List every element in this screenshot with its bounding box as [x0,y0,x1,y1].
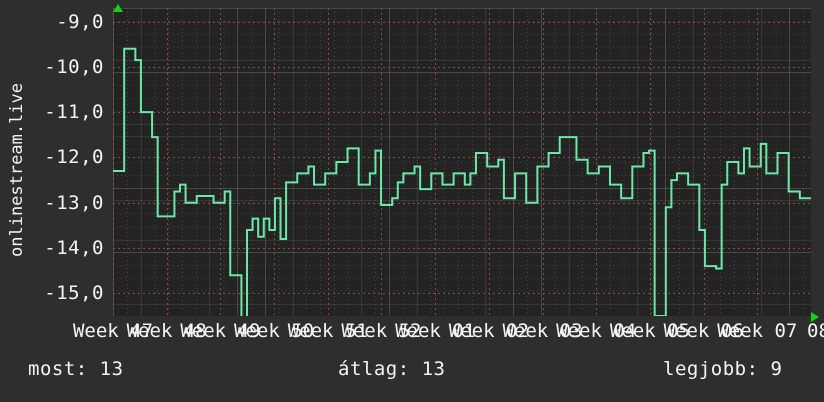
major-gridline-horizontal [113,203,811,204]
plot-grid [113,8,811,316]
major-gridline-horizontal [113,112,811,113]
major-gridline-vertical [757,8,758,316]
major-gridline-horizontal [113,22,811,23]
x-axis-tick-label: Week 06 [663,320,744,342]
triangle-right-icon [811,312,819,322]
triangle-up-icon [113,4,123,12]
x-axis-tick-label: Week 03 [502,320,583,342]
x-axis-tick-label: Week 01 [395,320,476,342]
major-gridline-vertical [167,8,168,316]
x-axis-tick-label: Week 51 [287,320,368,342]
series-line [113,8,811,316]
y-axis-tick-label: -13,0 [44,191,104,214]
x-axis-tick-label: Week 48 [126,320,207,342]
x-axis-tick-label: Week 07 [717,320,798,342]
major-gridline-vertical [596,8,597,316]
x-axis-tick-label: Week 02 [448,320,529,342]
plot-area [113,8,811,316]
series-path [113,49,811,316]
y-axis-tick-label: -9,0 [56,10,104,33]
major-gridline-horizontal [113,293,811,294]
y-axis-tick-label: -12,0 [44,146,104,169]
stat-most: most: 13 [28,358,124,380]
x-axis-tick-label: Week 50 [234,320,315,342]
x-axis-tick-label: Week 04 [556,320,637,342]
major-gridline-vertical [704,8,705,316]
major-gridline-vertical [274,8,275,316]
x-axis-tick-label: Week 49 [180,320,261,342]
major-gridline-vertical [328,8,329,316]
x-axis-tick-label: Week 47 [72,320,154,342]
major-gridline-vertical [650,8,651,316]
major-gridline-vertical [543,8,544,316]
y-axis-tick-label: -11,0 [44,101,104,124]
x-axis-tick-label: Week 52 [341,320,422,342]
stats-footer: most: 13 átlag: 13 legjobb: 9 [0,358,824,392]
stat-average: átlag: 13 [338,358,446,380]
major-gridline-vertical [435,8,436,316]
x-axis-tick-label: 08 [807,320,824,342]
stat-best: legjobb: 9 [663,358,783,380]
major-gridline-horizontal [113,157,811,158]
major-gridline-vertical [220,8,221,316]
y-axis-tick-label: -15,0 [44,282,104,305]
y-axis-tick-label: -10,0 [44,55,104,78]
x-axis-ticks: Week 47 Week 48 Week 49 Week 50 Week 51 Week … [0,320,824,350]
major-gridline-vertical [113,8,114,316]
major-gridline-horizontal [113,67,811,68]
major-gridline-horizontal [113,248,811,249]
y-axis-ticks: -9,0 -10,0 -11,0 -12,0 -13,0 -14,0 -15,0 [0,0,112,320]
y-axis-tick-label: -14,0 [44,237,104,260]
major-gridline-vertical [489,8,490,316]
x-axis-tick-label: Week 05 [609,320,690,342]
